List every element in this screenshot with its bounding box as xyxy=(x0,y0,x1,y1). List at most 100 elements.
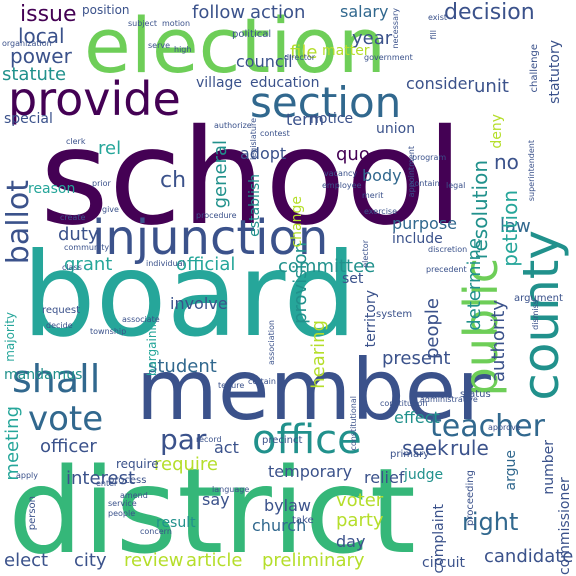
word-fill: fill xyxy=(429,30,438,40)
word-present: present xyxy=(382,348,451,369)
word-create: create xyxy=(60,213,86,222)
word-certain: certain xyxy=(248,377,276,386)
word-association: association xyxy=(267,320,276,365)
word-challenge: challenge xyxy=(529,44,540,93)
word-exist: exist xyxy=(428,13,448,22)
word-education: education xyxy=(250,75,320,91)
word-party: party xyxy=(336,510,384,531)
word-member: member xyxy=(136,341,491,439)
word-article: article xyxy=(186,550,243,571)
word-contest: contest xyxy=(260,129,290,138)
word-elect: elect xyxy=(4,550,49,571)
word-include: include xyxy=(392,231,443,247)
word-prior: prior xyxy=(92,179,111,188)
word-year: year xyxy=(352,28,393,49)
word-approve: approve xyxy=(488,423,521,432)
word-constitution: constitution xyxy=(380,399,428,408)
word-candidate: candidate xyxy=(484,546,574,567)
word-dismiss: dismiss xyxy=(531,300,540,330)
word-require: require xyxy=(154,454,218,475)
word-consider: consider xyxy=(406,74,475,93)
word-church: church xyxy=(252,516,307,535)
word-teacher: teacher xyxy=(430,409,545,444)
word-city: city xyxy=(74,550,107,571)
word-clerk: clerk xyxy=(66,137,86,146)
word-school: school xyxy=(40,101,464,255)
word-give: give xyxy=(102,205,119,214)
word-serve: serve xyxy=(148,41,171,50)
word-preliminary: preliminary xyxy=(262,550,365,571)
word-procedure: procedure xyxy=(196,211,237,220)
word-follow: follow xyxy=(192,2,246,23)
word-request: request xyxy=(42,305,81,316)
word-program: program xyxy=(412,153,447,162)
word-discretion: discretion xyxy=(428,245,468,254)
word-enter: enter xyxy=(96,479,118,488)
word-exercise: exercise xyxy=(364,207,398,216)
word-statute: statute xyxy=(2,64,67,85)
word-election: election xyxy=(84,1,386,90)
word-provide: provide xyxy=(8,72,181,126)
word-circuit: circuit xyxy=(422,555,465,571)
word-director: director xyxy=(284,53,316,62)
word-adopt: adopt xyxy=(240,144,287,163)
word-official: official xyxy=(176,254,236,275)
word-high: high xyxy=(174,45,192,54)
word-record: record xyxy=(196,435,222,444)
word-necessary: necessary xyxy=(391,8,400,49)
word-motion: motion xyxy=(162,19,191,28)
word-primary: primary xyxy=(390,449,430,460)
word-associate: associate xyxy=(122,315,160,324)
word-interest: interest xyxy=(66,468,136,489)
word-injunction: injunction xyxy=(92,210,329,266)
word-decide: decide xyxy=(46,321,73,330)
word-law: law xyxy=(500,216,531,237)
word-administrative: administrative xyxy=(420,395,478,404)
word-subject: subject xyxy=(128,19,157,28)
word-par: par xyxy=(160,423,207,456)
word-office: office xyxy=(252,417,362,463)
word-organization: organization xyxy=(2,39,52,48)
word-precinct: precinct xyxy=(262,435,303,446)
word-government: government xyxy=(364,53,413,62)
word-hearing: hearing xyxy=(308,320,329,389)
word-day: day xyxy=(336,532,366,551)
word-judge: judge xyxy=(404,467,444,483)
word-vacancy: vacancy xyxy=(324,169,358,178)
word-salary: salary xyxy=(340,2,389,21)
word-purpose: purpose xyxy=(392,214,457,233)
word-unit: unit xyxy=(474,76,509,97)
word-grant: grant xyxy=(64,254,113,275)
word-officer: officer xyxy=(40,436,97,457)
word-bylaw: bylaw xyxy=(264,496,311,515)
word-action: action xyxy=(250,2,306,23)
word-require: require xyxy=(116,457,159,471)
word-individual: individual xyxy=(146,259,185,268)
word-special: special xyxy=(4,111,53,127)
word-majority: majority xyxy=(3,312,17,362)
word-county: county xyxy=(512,230,570,401)
word-duty: duty xyxy=(58,224,99,245)
word-term: term xyxy=(286,110,324,129)
word-concern: concern xyxy=(140,527,172,536)
word-change: change xyxy=(289,196,305,248)
word-council: council xyxy=(236,52,293,71)
word-rule: rule xyxy=(450,436,489,460)
word-statutory: statutory xyxy=(547,40,563,104)
word-amend: amend xyxy=(120,491,148,500)
word-determine: determine xyxy=(464,238,485,331)
word-process: process xyxy=(108,475,147,486)
word-status: status xyxy=(460,389,491,400)
word-section: section xyxy=(250,78,402,127)
word-commissioner: commissioner xyxy=(557,477,573,575)
word-argue: argue xyxy=(503,450,519,491)
word-local: local xyxy=(18,24,65,48)
word-township: township xyxy=(90,327,127,336)
word-authority: authority xyxy=(488,300,509,383)
word-number: number xyxy=(541,440,557,495)
word-provision: provision xyxy=(290,242,311,324)
word-seek: seek xyxy=(402,436,449,460)
word-take: take xyxy=(292,515,314,526)
word-shall: shall xyxy=(12,357,101,401)
word-effect: effect xyxy=(394,408,440,427)
